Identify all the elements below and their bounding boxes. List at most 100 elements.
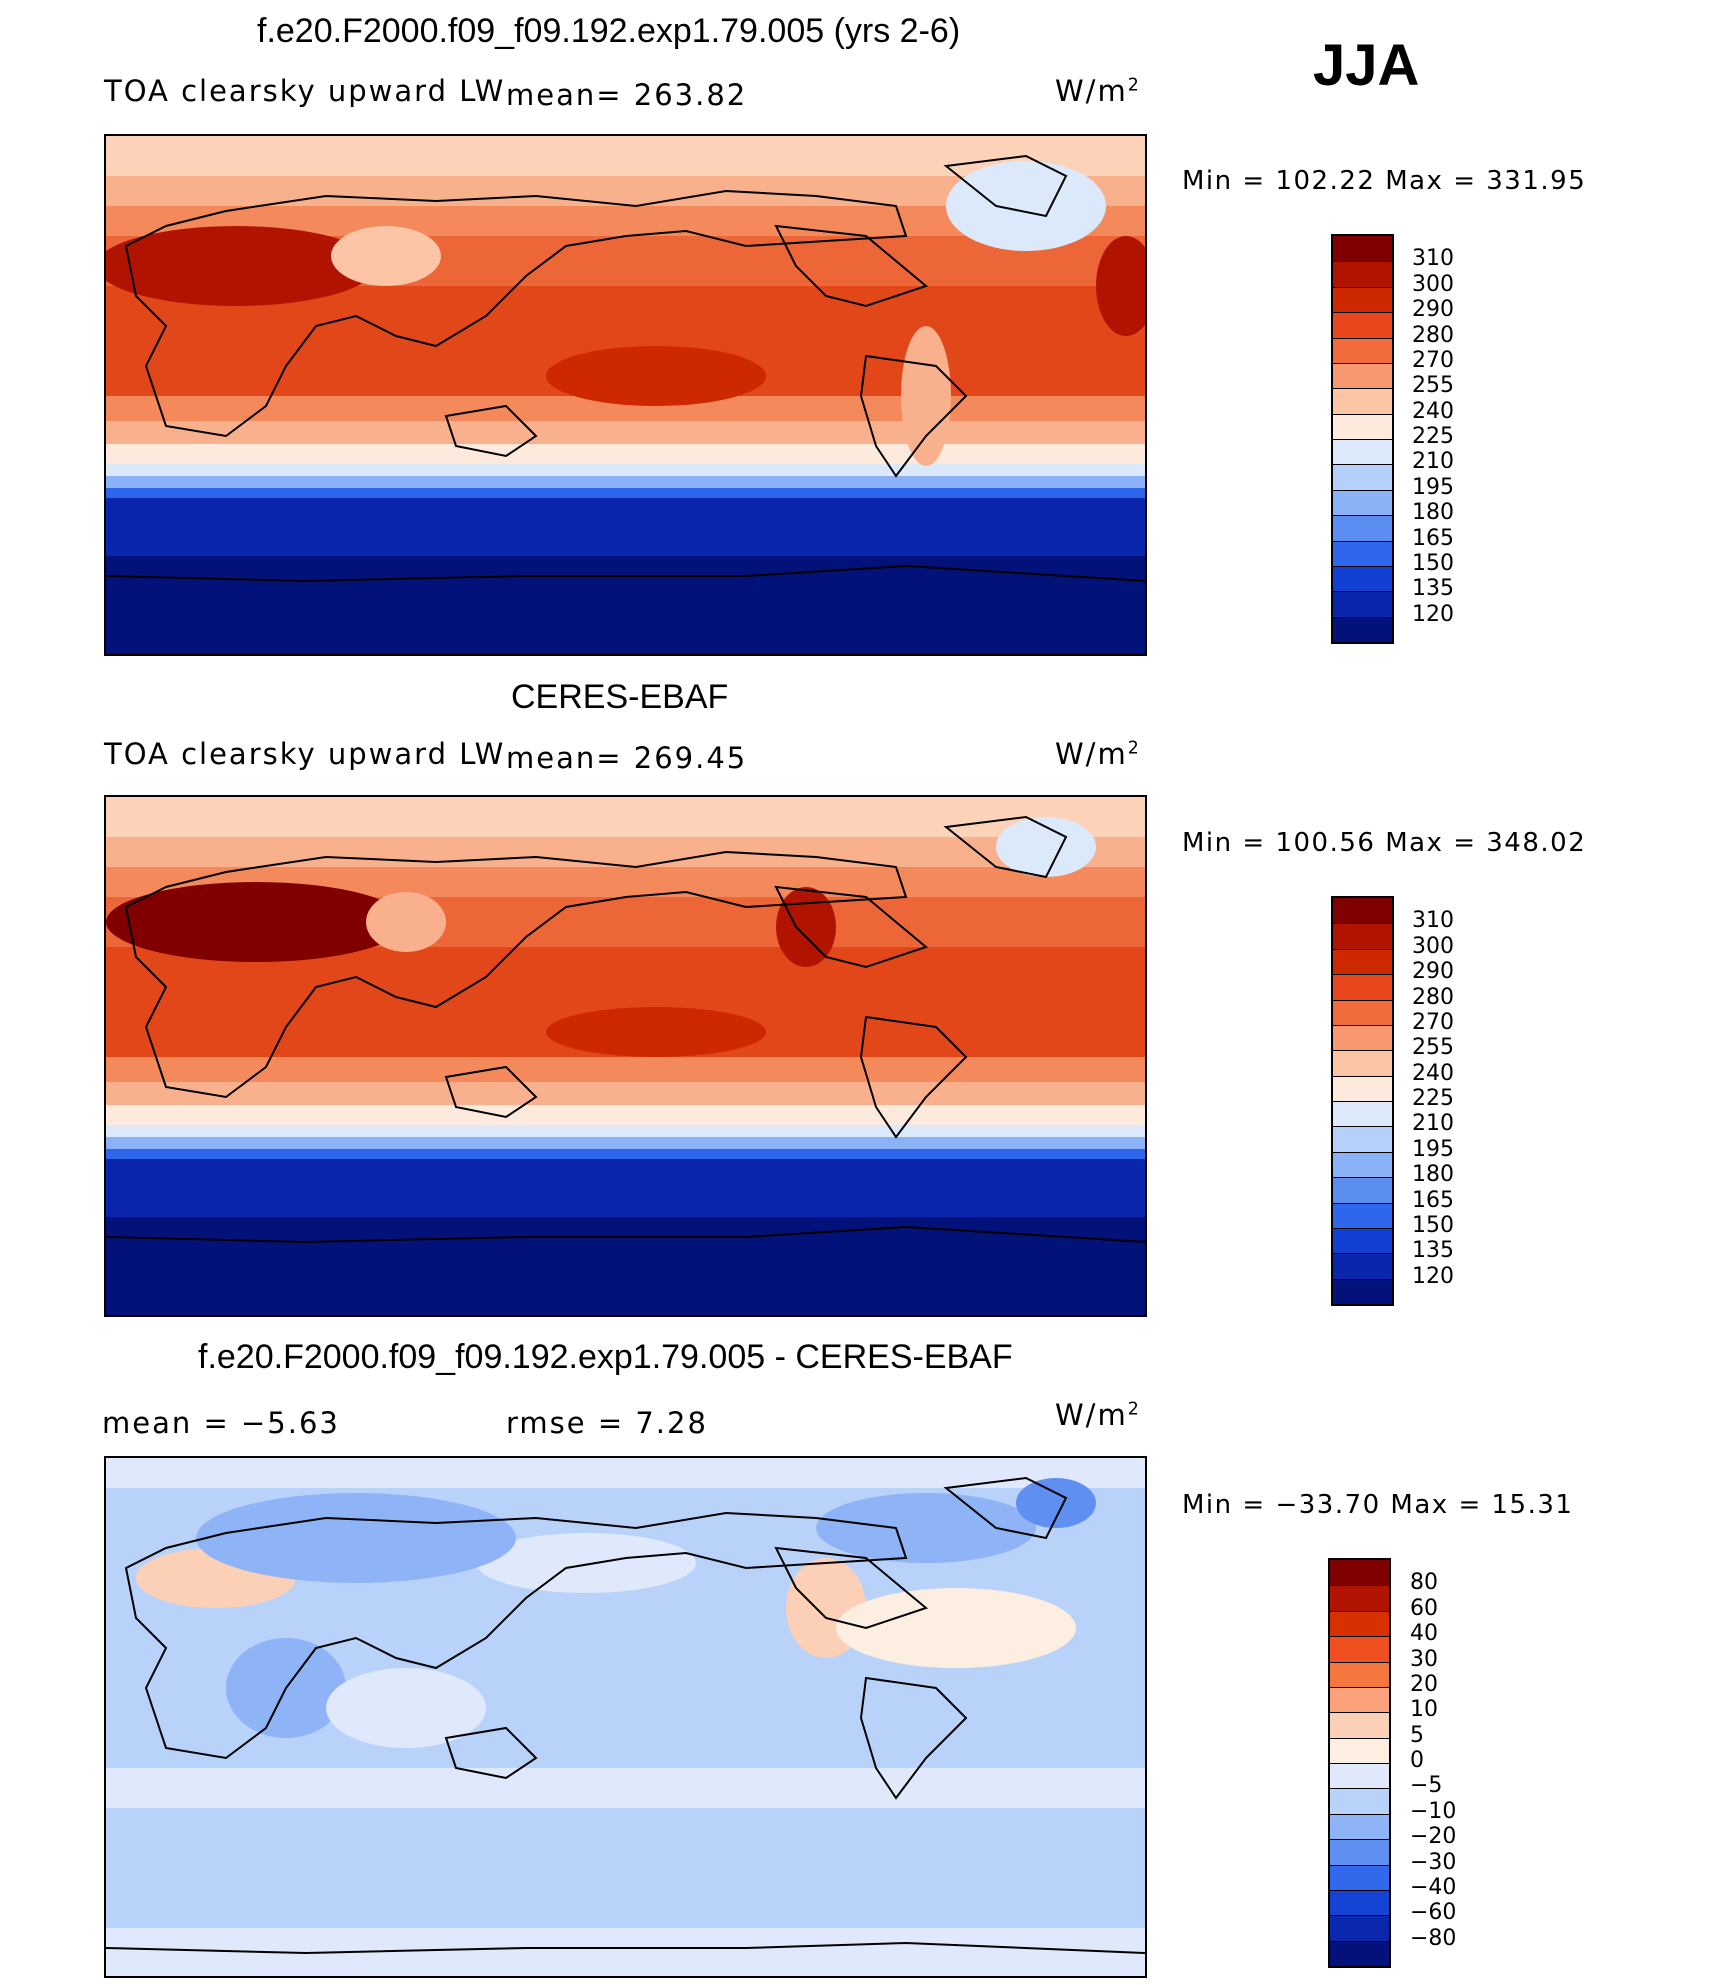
- colorbar-swatch: [1333, 1101, 1392, 1127]
- colorbar-tick-label: 210: [1412, 449, 1454, 475]
- colorbar-tick-label: 225: [1412, 424, 1454, 449]
- colorbar-swatch: [1333, 1177, 1392, 1203]
- colorbar-tick-label: 5: [1410, 1722, 1424, 1748]
- colorbar-swatch: [1333, 540, 1392, 566]
- colorbar-swatch: [1333, 591, 1392, 617]
- colorbar-swatch: [1333, 286, 1392, 313]
- colorbar-tick-label: 180: [1412, 1162, 1454, 1188]
- colorbar-tick-label: −40: [1410, 1874, 1457, 1900]
- colorbar-swatch: [1333, 362, 1392, 389]
- colorbar-swatch: [1333, 948, 1392, 975]
- panel2-title: CERES-EBAF: [511, 678, 729, 716]
- panel1-units: W/m2: [1055, 74, 1141, 108]
- colorbar-tick-label: 10: [1410, 1697, 1438, 1723]
- colorbar-swatch: [1330, 1686, 1389, 1713]
- colorbar-tick-label: 80: [1410, 1570, 1438, 1596]
- colorbar-tick-label: 60: [1410, 1595, 1438, 1621]
- colorbar-swatch: [1333, 515, 1392, 541]
- colorbar-tick-label: −80: [1410, 1925, 1457, 1951]
- colorbar-swatch: [1333, 1202, 1392, 1228]
- colorbar-tick-label: −5: [1410, 1773, 1443, 1799]
- colorbar-tick-label: −60: [1410, 1900, 1457, 1926]
- colorbar-swatch: [1330, 1788, 1389, 1814]
- panel1-title: f.e20.F2000.f09_f09.192.exp1.79.005 (yrs…: [257, 12, 961, 50]
- colorbar-swatch: [1330, 1610, 1389, 1637]
- panel1-colorbar: [1331, 234, 1394, 644]
- colorbar-tick-label: 240: [1412, 1060, 1454, 1086]
- colorbar-swatch: [1330, 1585, 1389, 1611]
- panel1-map: [104, 134, 1147, 656]
- colorbar-swatch: [1330, 1813, 1389, 1840]
- colorbar-tick-label: 165: [1412, 1187, 1454, 1213]
- panel1-minmax: Min = 102.22 Max = 331.95: [1182, 166, 1587, 196]
- colorbar-swatch: [1333, 923, 1392, 949]
- panel2-map: [104, 795, 1147, 1317]
- colorbar-swatch: [1333, 439, 1392, 465]
- colorbar-tick-label: 120: [1412, 1263, 1454, 1289]
- colorbar-swatch: [1330, 1839, 1389, 1865]
- colorbar-swatch: [1330, 1763, 1389, 1789]
- season-label: JJA: [1313, 33, 1420, 98]
- panel3-mean: mean = −5.63: [102, 1406, 340, 1440]
- colorbar-tick-label: 120: [1412, 601, 1454, 627]
- colorbar-tick-label: 165: [1412, 525, 1454, 551]
- colorbar-tick-label: 310: [1412, 246, 1454, 272]
- colorbar-tick-label: 40: [1410, 1621, 1438, 1647]
- colorbar-tick-label: −20: [1410, 1824, 1457, 1850]
- colorbar-swatch: [1330, 1737, 1389, 1763]
- colorbar-swatch: [1333, 388, 1392, 414]
- colorbar-tick-label: −30: [1410, 1849, 1457, 1875]
- colorbar-tick-label: 30: [1410, 1646, 1438, 1672]
- colorbar-swatch: [1333, 312, 1392, 338]
- panel1-variable: TOA clearsky upward LW: [104, 74, 506, 108]
- colorbar-tick-label: 300: [1412, 933, 1454, 959]
- colorbar-tick-label: 290: [1412, 297, 1454, 323]
- colorbar-tick-label: 280: [1412, 984, 1454, 1010]
- panel3-colorbar: [1328, 1558, 1391, 1968]
- colorbar-swatch: [1330, 1661, 1389, 1687]
- colorbar-swatch: [1333, 337, 1392, 363]
- colorbar-tick-label: 180: [1412, 500, 1454, 526]
- colorbar-tick-label: −10: [1410, 1798, 1457, 1824]
- colorbar-tick-label: 195: [1412, 1136, 1454, 1162]
- colorbar-swatch: [1330, 1864, 1389, 1890]
- colorbar-swatch: [1333, 1126, 1392, 1152]
- colorbar-swatch: [1333, 1050, 1392, 1076]
- colorbar-tick-label: 300: [1412, 271, 1454, 297]
- colorbar-tick-label: 270: [1412, 1009, 1454, 1035]
- colorbar-tick-label: 0: [1410, 1748, 1424, 1773]
- colorbar-swatch: [1333, 898, 1392, 924]
- panel2-minmax: Min = 100.56 Max = 348.02: [1182, 828, 1587, 858]
- colorbar-swatch: [1333, 1151, 1392, 1178]
- colorbar-swatch: [1330, 1636, 1389, 1662]
- panel3-units: W/m2: [1055, 1398, 1141, 1432]
- colorbar-swatch: [1333, 1075, 1392, 1101]
- colorbar-swatch: [1330, 1889, 1389, 1916]
- panel2-units: W/m2: [1055, 737, 1141, 771]
- colorbar-tick-label: 240: [1412, 398, 1454, 424]
- panel3-rmse: rmse = 7.28: [506, 1406, 708, 1440]
- colorbar-tick-label: 290: [1412, 959, 1454, 985]
- panel2-mean: mean= 269.45: [506, 741, 748, 775]
- colorbar-swatch: [1333, 1227, 1392, 1254]
- colorbar-tick-label: 310: [1412, 908, 1454, 934]
- panel2-variable: TOA clearsky upward LW: [104, 737, 506, 771]
- colorbar-tick-label: 150: [1412, 550, 1454, 576]
- colorbar-tick-label: 150: [1412, 1212, 1454, 1238]
- colorbar-tick-label: 210: [1412, 1111, 1454, 1137]
- colorbar-tick-label: 255: [1412, 373, 1454, 399]
- colorbar-swatch: [1333, 565, 1392, 592]
- colorbar-swatch: [1333, 974, 1392, 1000]
- colorbar-swatch: [1333, 616, 1392, 642]
- colorbar-swatch: [1333, 489, 1392, 516]
- colorbar-swatch: [1333, 1024, 1392, 1051]
- colorbar-swatch: [1333, 413, 1392, 439]
- colorbar-tick-label: 135: [1412, 576, 1454, 602]
- colorbar-swatch: [1333, 1278, 1392, 1304]
- colorbar-swatch: [1330, 1712, 1389, 1738]
- colorbar-swatch: [1330, 1940, 1389, 1966]
- colorbar-swatch: [1333, 464, 1392, 490]
- colorbar-swatch: [1330, 1560, 1389, 1586]
- colorbar-tick-label: 270: [1412, 347, 1454, 373]
- colorbar-tick-label: 195: [1412, 474, 1454, 500]
